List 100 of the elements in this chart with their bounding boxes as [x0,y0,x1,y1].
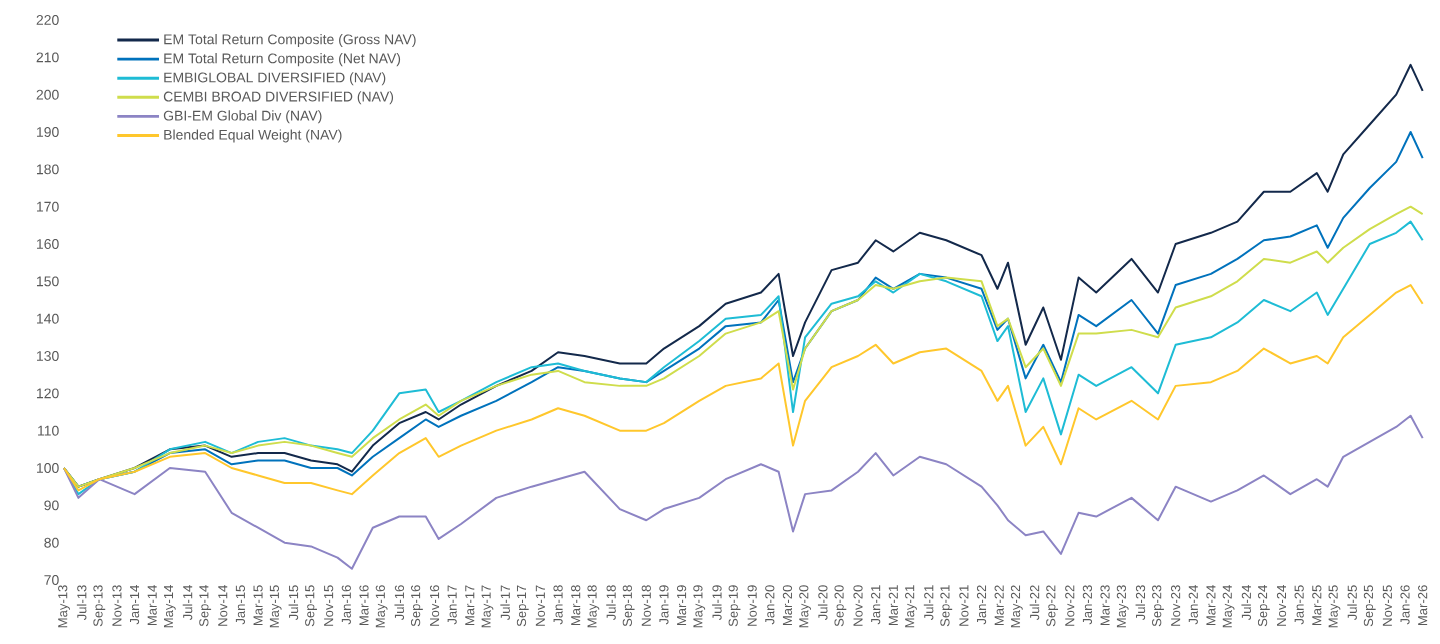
legend-label: CEMBI BROAD DIVERSIFIED (NAV) [163,91,394,105]
x-tick-label: Mar-15 [253,585,263,626]
x-tick-label: May-24 [1222,585,1235,628]
x-tick-label: Jul-19 [712,585,722,621]
x-tick-label: Nov-24 [1276,585,1287,626]
x-tick-label: Sep-21 [940,585,953,627]
x-tick-label: Jul-17 [500,585,510,621]
y-tick-label: 220 [36,15,59,25]
x-tick-label: May-17 [481,585,494,628]
x-tick-label: Sep-13 [93,585,106,627]
y-tick-label: 210 [36,52,59,63]
y-tick-label: 70 [44,575,59,585]
y-tick-label: 160 [37,239,59,249]
x-tick-label: Mar-14 [147,585,157,626]
x-tick-label: Sep-25 [1363,585,1376,627]
x-tick-label: Mar-17 [465,585,475,626]
x-tick-label: Jul-15 [288,585,299,621]
x-tick-label: Mar-24 [1206,585,1216,626]
x-tick-label: Jul-14 [182,585,193,621]
x-tick-label: May-13 [58,585,70,628]
x-tick-label: Jul-16 [394,585,405,621]
x-tick-label: May-21 [905,585,917,628]
x-tick-label: Sep-15 [305,585,317,627]
x-tick-label: May-15 [269,585,282,628]
x-tick-label: Mar-19 [676,585,687,626]
x-tick-label: Sep-23 [1152,585,1164,627]
x-tick-label: Sep-22 [1046,585,1059,627]
x-tick-label: Mar-20 [782,585,793,626]
x-tick-label: Jan-19 [659,585,669,625]
y-tick-label: 130 [37,351,59,361]
x-tick-label: Mar-25 [1312,585,1322,626]
legend-label: Blended Equal Weight (NAV) [164,129,342,143]
y-tick-label: 120 [37,388,59,399]
x-tick-label: Jan-21 [871,585,881,625]
x-tick-label: May-22 [1010,585,1023,628]
x-tick-label: Sep-17 [516,585,529,627]
x-tick-label: Mar-16 [359,585,369,626]
x-tick-label: Nov-22 [1065,585,1075,626]
x-tick-label: May-25 [1328,585,1341,628]
x-tick-label: May-19 [693,585,706,628]
x-tick-label: Nov-21 [959,585,969,626]
x-tick-label: May-14 [164,585,176,628]
line-series [63,414,1424,570]
legend-label: GBI-EM Global Div (NAV) [163,110,322,124]
x-tick-label: Jan-25 [1294,585,1304,625]
y-tick-label: 180 [37,164,59,175]
x-tick-label: Sep-20 [834,585,847,627]
x-tick-label: Nov-18 [641,585,651,626]
x-tick-label: Nov-16 [429,585,440,626]
x-tick-label: May-20 [799,585,812,628]
x-tick-label: May-16 [375,585,388,628]
y-tick-label: 150 [37,276,59,287]
x-tick-label: Nov-13 [112,585,122,626]
x-tick-label: May-18 [587,585,600,628]
x-tick-label: Jan-17 [447,585,457,625]
x-tick-label: Jul-20 [817,585,828,621]
x-tick-label: Jan-26 [1400,585,1410,625]
x-tick-label: Sep-16 [410,585,423,627]
x-tick-label: Sep-24 [1257,585,1270,627]
y-tick-label: 170 [37,201,59,212]
x-tick-label: Mar-23 [1100,585,1110,626]
x-tick-label: Nov-19 [747,585,757,626]
x-tick-label: Jul-25 [1347,585,1357,621]
x-tick-label: Mar-22 [994,585,1004,626]
x-tick-label: Jan-20 [765,585,775,625]
legend-label: EM Total Return Composite (Gross NAV) [164,34,416,48]
x-tick-label: Mar-18 [571,585,581,626]
x-tick-label: Nov-20 [853,585,863,626]
y-tick-label: 80 [44,537,59,548]
x-tick-label: Nov-17 [535,585,545,626]
y-tick-label: 110 [38,425,59,436]
x-tick-label: Mar-21 [888,585,898,626]
x-tick-label: Jul-18 [606,585,616,621]
y-tick-label: 190 [37,127,59,137]
x-tick-label: Jan-16 [341,585,351,625]
x-tick-label: Sep-19 [728,585,741,627]
x-tick-label: Jan-14 [130,585,140,625]
x-tick-label: Jan-24 [1188,585,1198,625]
x-tick-label: Jan-23 [1082,585,1093,625]
x-tick-label: Jul-24 [1241,585,1252,621]
x-tick-label: Jan-22 [976,585,987,625]
y-tick-label: 90 [44,500,59,511]
legend-label: EMBIGLOBAL DIVERSIFIED (NAV) [164,72,386,86]
x-tick-label: Nov-25 [1382,585,1392,626]
x-tick-label: Jul-23 [1135,585,1146,621]
x-tick-label: Jul-21 [923,585,934,621]
x-tick-label: Mar-26 [1418,585,1428,626]
line-series [63,284,1424,496]
x-tick-label: Nov-23 [1171,585,1181,626]
x-tick-label: May-23 [1116,585,1129,628]
x-tick-label: Jul-13 [76,585,87,621]
x-tick-label: Nov-15 [324,585,334,626]
x-tick-label: Jan-18 [553,585,563,625]
legend-label: EM Total Return Composite (Net NAV) [164,53,401,67]
x-tick-label: Sep-18 [622,585,635,627]
y-tick-label: 140 [37,313,59,324]
x-tick-label: Sep-14 [199,585,212,627]
x-tick-label: Nov-14 [218,585,228,626]
x-tick-label: Jan-15 [235,585,246,625]
y-tick-label: 200 [36,89,59,100]
